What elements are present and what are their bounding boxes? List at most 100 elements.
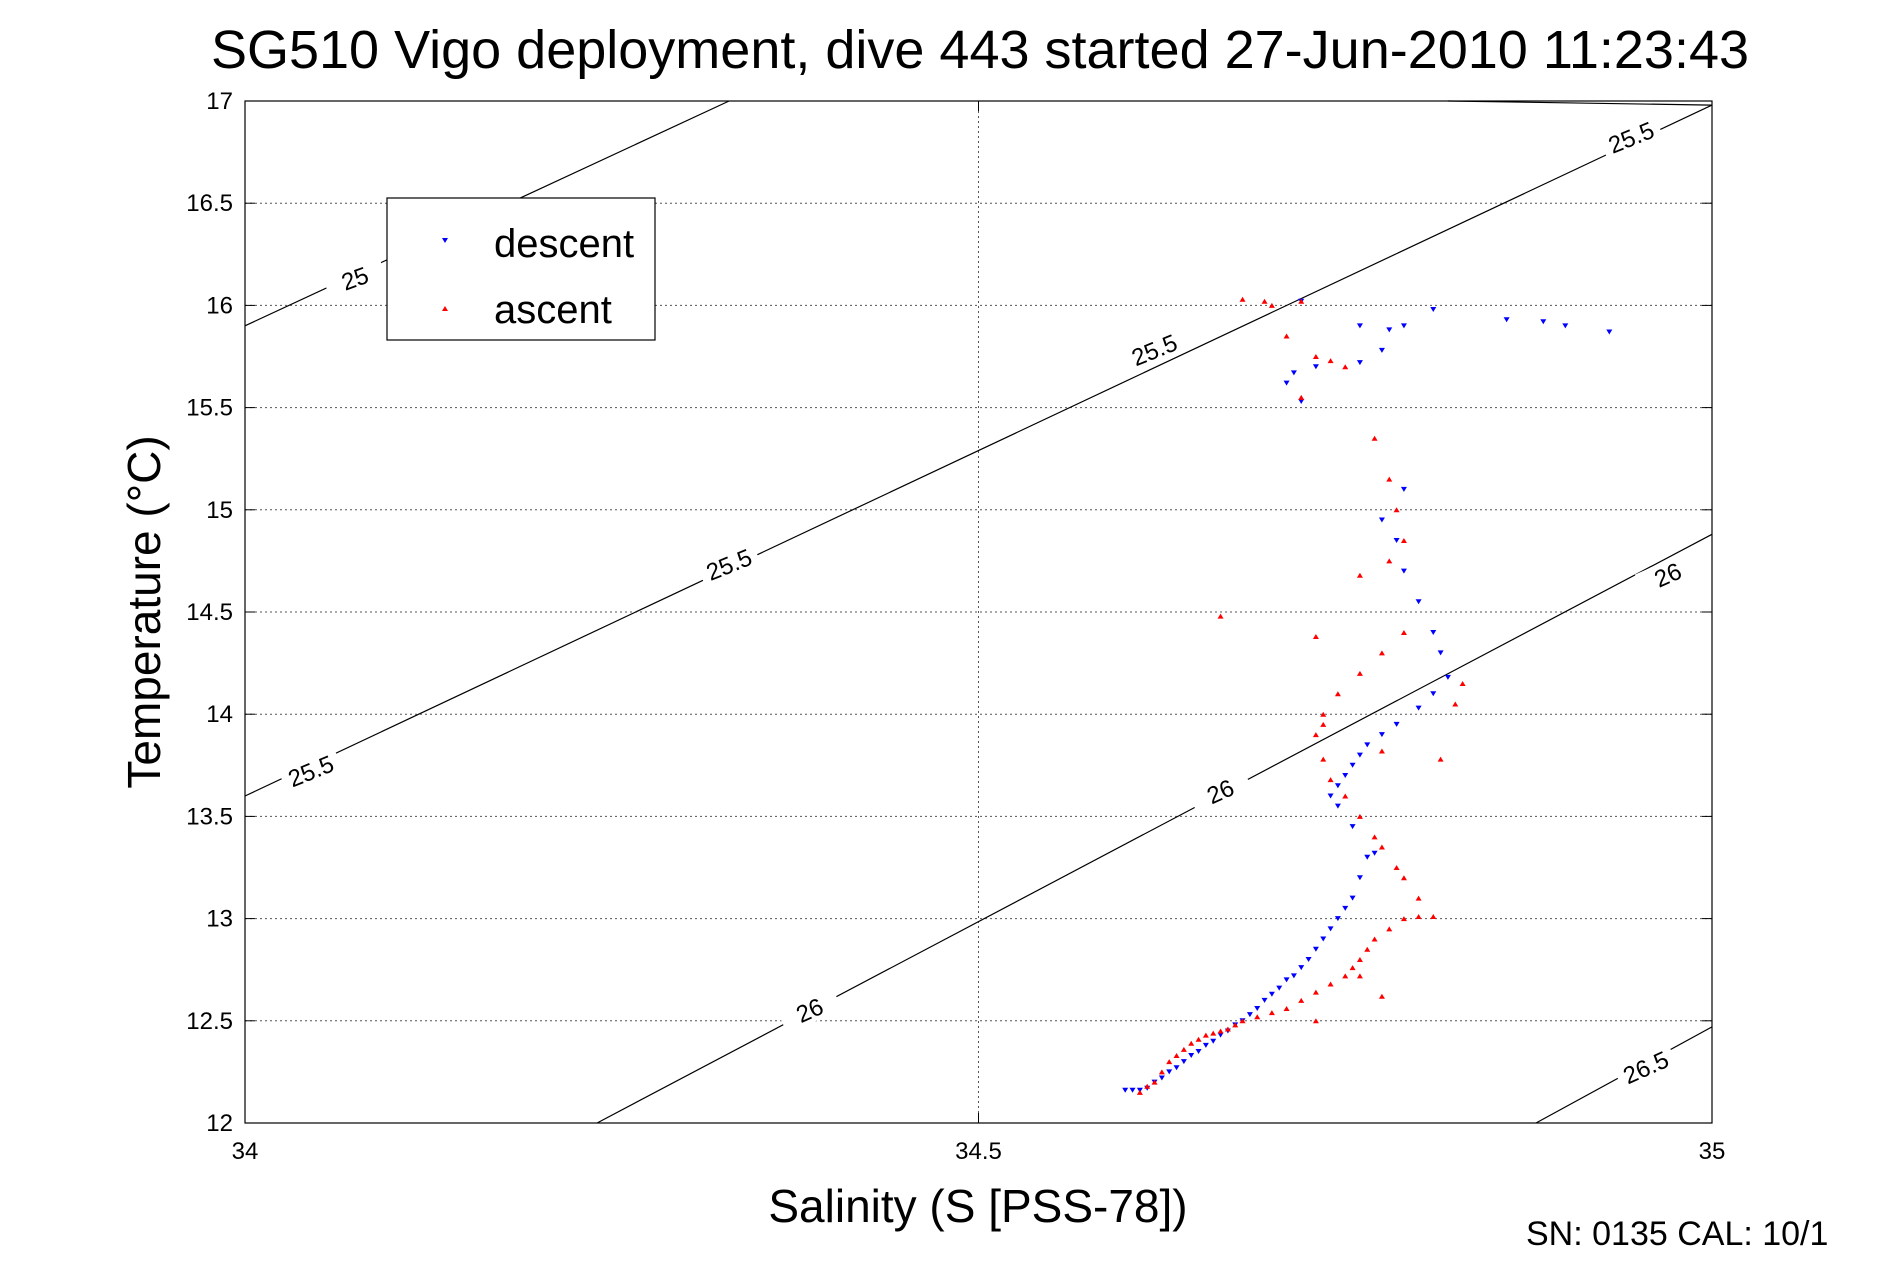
ascent-point bbox=[1378, 993, 1385, 999]
ascent-point bbox=[1356, 572, 1363, 578]
ascent-point bbox=[1386, 926, 1393, 932]
descent-point bbox=[1334, 783, 1341, 789]
ascent-point bbox=[1386, 476, 1393, 482]
ascent-point bbox=[1232, 1022, 1239, 1028]
descent-point bbox=[1210, 1038, 1217, 1044]
descent-point bbox=[1195, 1048, 1202, 1054]
ascent-point bbox=[1378, 748, 1385, 754]
ascent-point bbox=[1239, 296, 1246, 302]
axis-ticks: 34 34.5 35 12 12.5 13 13.5 14 14.5 15 15.5 16 16.5 17 bbox=[186, 88, 1725, 1165]
ascent-point bbox=[1378, 844, 1385, 850]
descent-point bbox=[1349, 824, 1356, 830]
descent-point bbox=[1400, 486, 1407, 492]
descent-point bbox=[1393, 537, 1400, 543]
ascent-point bbox=[1400, 916, 1407, 922]
ascent-point bbox=[1320, 721, 1327, 727]
ascent-point bbox=[1298, 394, 1305, 400]
descent-point bbox=[1283, 380, 1290, 386]
grid bbox=[245, 101, 1712, 1123]
contour-line bbox=[596, 533, 1713, 1124]
descent-point bbox=[1606, 329, 1613, 335]
ascent-point bbox=[1180, 1046, 1187, 1052]
contour-label-bg bbox=[1121, 326, 1187, 373]
descent-point bbox=[1356, 323, 1363, 329]
x-axis-label: Salinity (S [PSS-78]) bbox=[768, 1180, 1187, 1232]
descent-point bbox=[1342, 773, 1349, 779]
ascent-point bbox=[1312, 989, 1319, 995]
descent-point bbox=[1349, 762, 1356, 768]
ascent-point bbox=[1386, 558, 1393, 564]
ascent-point bbox=[1393, 507, 1400, 513]
ascent-point bbox=[1195, 1036, 1202, 1042]
ascent-point bbox=[1312, 1018, 1319, 1024]
descent-point bbox=[1305, 956, 1312, 962]
ascent-point bbox=[1356, 973, 1363, 979]
legend-descent-label: descent bbox=[494, 222, 634, 266]
y-tick-label: 13.5 bbox=[186, 803, 233, 830]
y-tick-label: 15 bbox=[206, 497, 233, 524]
y-tick-label: 16 bbox=[206, 292, 233, 319]
descent-point bbox=[1349, 895, 1356, 901]
ascent-point bbox=[1415, 914, 1422, 920]
ascent-point bbox=[1239, 1018, 1246, 1024]
ascent-point bbox=[1298, 997, 1305, 1003]
ascent-point bbox=[1151, 1079, 1158, 1085]
descent-point bbox=[1562, 323, 1569, 329]
y-tick-label: 14.5 bbox=[186, 599, 233, 626]
y-tick-label: 13 bbox=[206, 906, 233, 933]
y-tick-label: 17 bbox=[206, 88, 233, 115]
descent-point bbox=[1129, 1087, 1136, 1093]
ascent-point bbox=[1312, 354, 1319, 359]
ascent-point bbox=[1342, 973, 1349, 979]
contour-label: 25.5 bbox=[1128, 330, 1181, 373]
ascent-point bbox=[1400, 629, 1407, 635]
ascent-point bbox=[1364, 946, 1371, 952]
descent-point bbox=[1393, 721, 1400, 727]
contour-label-bg bbox=[1634, 550, 1701, 599]
descent-point bbox=[1276, 985, 1283, 991]
descent-point bbox=[1180, 1059, 1187, 1065]
descent-point bbox=[1540, 319, 1547, 325]
contour-label: 25.5 bbox=[284, 751, 337, 794]
descent-point bbox=[1166, 1069, 1173, 1075]
descent-point bbox=[1268, 991, 1275, 997]
descent-point bbox=[1386, 327, 1393, 333]
ascent-point bbox=[1268, 1010, 1275, 1016]
ascent-point bbox=[1371, 834, 1378, 840]
ascent-point bbox=[1320, 756, 1327, 762]
descent-point bbox=[1342, 905, 1349, 911]
descent-point bbox=[1327, 793, 1334, 799]
descent-point bbox=[1122, 1087, 1129, 1093]
ascent-point bbox=[1459, 681, 1466, 687]
ascent-point bbox=[1210, 1030, 1217, 1036]
ascent-point bbox=[1202, 1032, 1209, 1038]
y-tick-label: 15.5 bbox=[186, 395, 233, 422]
ascent-point bbox=[1144, 1083, 1151, 1089]
contour-line bbox=[244, 104, 1713, 797]
descent-point bbox=[1356, 875, 1363, 881]
ascent-point bbox=[1158, 1069, 1165, 1075]
ascent-point bbox=[1371, 435, 1378, 441]
legend-descent-marker bbox=[442, 238, 448, 243]
descent-point bbox=[1356, 752, 1363, 758]
descent-point bbox=[1298, 398, 1305, 404]
descent-point bbox=[1364, 854, 1371, 860]
descent-point bbox=[1254, 1006, 1261, 1012]
ascent-point bbox=[1283, 1006, 1290, 1012]
ascent-point bbox=[1430, 914, 1437, 920]
contour-label: 25.5 bbox=[703, 544, 756, 587]
descent-point bbox=[1320, 936, 1327, 942]
contour-label-bg bbox=[696, 540, 762, 588]
ascent-point bbox=[1393, 865, 1400, 870]
descent-point bbox=[1334, 916, 1341, 922]
descent-point bbox=[1400, 568, 1407, 574]
descent-point bbox=[1371, 850, 1378, 856]
descent-point bbox=[1430, 306, 1437, 312]
ascent-point bbox=[1356, 956, 1363, 962]
y-tick-label: 12.5 bbox=[186, 1008, 233, 1035]
ascent-point bbox=[1268, 302, 1275, 308]
ascent-point bbox=[1349, 965, 1356, 971]
descent-point bbox=[1312, 946, 1319, 952]
descent-point bbox=[1437, 650, 1444, 656]
